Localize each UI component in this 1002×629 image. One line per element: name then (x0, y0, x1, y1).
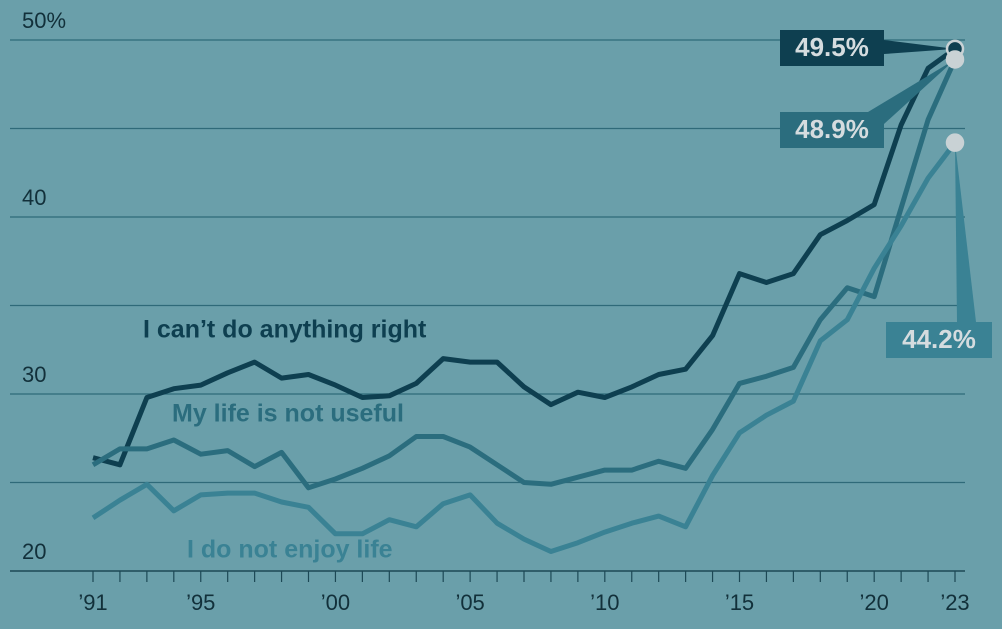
callout-box (886, 322, 992, 358)
value-label: 44.2% (902, 324, 976, 354)
series-line (92, 46, 957, 468)
x-tick-label: ’91 (78, 590, 107, 615)
series-label: I do not enjoy life (187, 536, 393, 564)
series-line (91, 141, 957, 554)
series-line (91, 58, 958, 491)
value-label: 49.5% (795, 32, 869, 62)
y-tick-label: 30 (22, 362, 46, 387)
x-tick-label: ’00 (321, 590, 350, 615)
series-label: My life is not useful (172, 400, 404, 428)
x-tick-label: ’20 (860, 590, 889, 615)
callout-box (780, 30, 884, 66)
y-tick-label: 50% (22, 8, 66, 33)
y-tick-label: 40 (22, 185, 46, 210)
value-label: 48.9% (795, 114, 869, 144)
y-tick-label: 20 (22, 539, 46, 564)
series-label: I can’t do anything right (143, 316, 427, 344)
x-tick-label: ’05 (455, 590, 484, 615)
end-point (945, 133, 965, 152)
callout-pointer (868, 59, 955, 124)
callout-box (780, 112, 884, 148)
end-point (945, 50, 965, 69)
callout-pointer (884, 40, 955, 54)
x-tick-label: ’10 (590, 590, 619, 615)
x-tick-label: ’15 (725, 590, 754, 615)
callout-pointer (955, 142, 976, 322)
x-tick-label: ’23 (940, 590, 969, 615)
x-tick-label: ’95 (186, 590, 215, 615)
